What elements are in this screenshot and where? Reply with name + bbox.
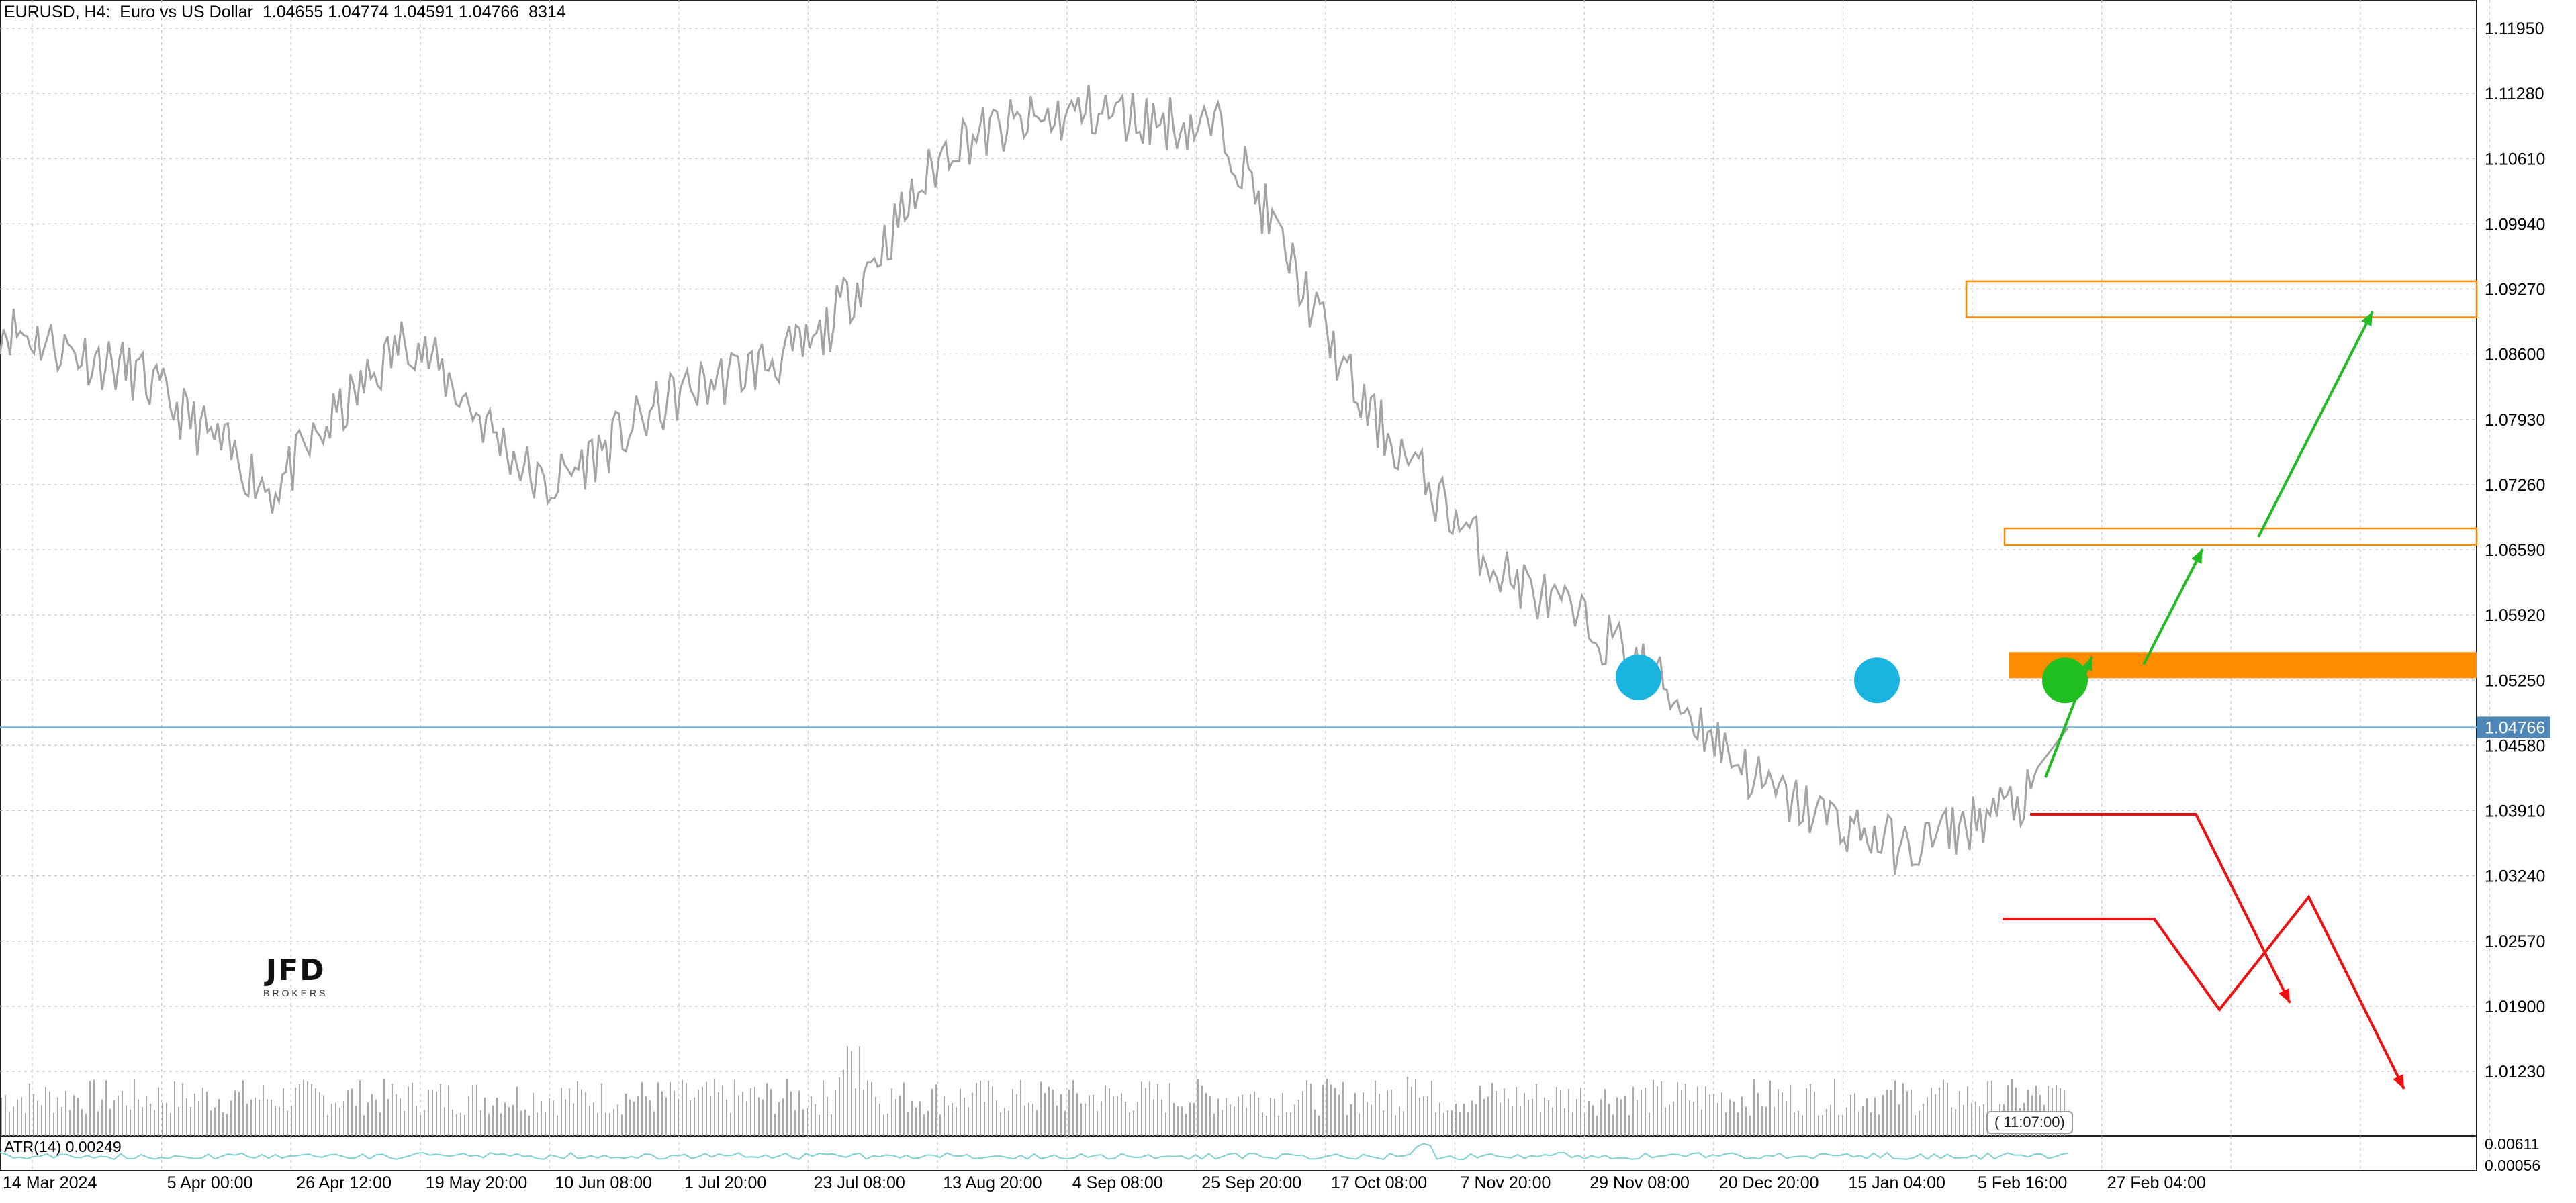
price-tick-label: 1.10610 — [2485, 150, 2545, 169]
zone-outline — [2003, 527, 2478, 546]
bid-price-label: 1.04766 — [2485, 718, 2545, 737]
down-arrow-1-line — [2030, 813, 2291, 1004]
up-arrow-3-line — [2257, 311, 2374, 538]
symbol-label: EURUSD — [4, 3, 75, 21]
entry-marker — [2042, 657, 2088, 704]
time-tick-label: 29 Nov 08:00 — [1590, 1173, 1690, 1192]
time-tick-label: 17 Oct 08:00 — [1331, 1173, 1427, 1192]
price-tick-label: 1.09940 — [2485, 215, 2545, 234]
logo-subtitle: BROKERS — [263, 988, 328, 998]
price-tick-label: 1.06590 — [2485, 541, 2545, 560]
price-tick-label: 1.11950 — [2485, 19, 2544, 38]
bid-price-tag — [2477, 716, 2550, 738]
price-tick-label: 1.11280 — [2485, 85, 2544, 103]
time-tick-label: 5 Apr 00:00 — [167, 1173, 253, 1192]
atr-indicator: ATR(14) 0.00249 0.00611 0.00056 — [0, 1135, 2540, 1174]
price-tick-label: 1.03240 — [2485, 867, 2545, 886]
atr-scale-label: 0.00611 — [2485, 1135, 2539, 1153]
volume-histogram — [1, 1046, 2065, 1136]
down-arrow-1-head — [2279, 988, 2290, 1003]
price-tick-label: 1.09270 — [2485, 281, 2545, 299]
broker-logo: JFD BROKERS — [263, 953, 328, 998]
time-tick-label: 19 May 20:00 — [426, 1173, 528, 1192]
time-tick-label: 14 Mar 2024 — [3, 1173, 97, 1192]
time-tick-label: 10 Jun 08:00 — [555, 1173, 652, 1192]
swing-marker — [1616, 654, 1661, 700]
ohlc-values: 1.04655 1.04774 1.04591 1.04766 — [262, 3, 520, 21]
price-tick-label: 1.01230 — [2485, 1063, 2545, 1081]
up-arrow-2-head — [2191, 549, 2203, 564]
price-tick-label: 1.02570 — [2485, 932, 2545, 951]
time-tick-label: 26 Apr 12:00 — [296, 1173, 392, 1192]
zone-outline — [1965, 280, 2478, 318]
time-tick-label: 27 Feb 04:00 — [2107, 1173, 2206, 1192]
bar-count: 8314 — [528, 3, 566, 21]
atr-line — [0, 1143, 2069, 1161]
down-arrow-2-head — [2393, 1074, 2404, 1089]
up-arrow-3 — [2257, 311, 2374, 538]
up-arrow-3-head — [2361, 311, 2373, 326]
time-tick-label: 25 Sep 20:00 — [1201, 1173, 1301, 1192]
time-tick-label: 15 Jan 04:00 — [1848, 1173, 1945, 1192]
price-line — [0, 85, 2070, 875]
logo-mark: JFD — [265, 953, 326, 988]
price-tick-label: 1.04580 — [2485, 736, 2545, 755]
up-arrow-1-line — [2044, 656, 2093, 778]
down-arrow-1 — [2030, 813, 2291, 1004]
down-arrow-2-line — [2003, 894, 2405, 1090]
time-tick-label: 20 Dec 20:00 — [1719, 1173, 1819, 1192]
chart-frame — [0, 0, 2477, 1171]
price-tick-label: 1.05250 — [2485, 671, 2545, 690]
time-tick-label: 4 Sep 08:00 — [1072, 1173, 1163, 1192]
description-label: Euro vs US Dollar — [120, 3, 253, 21]
up-arrow-2 — [2142, 548, 2204, 665]
price-tick-label: 1.03910 — [2485, 802, 2545, 821]
chart-header: EURUSD, H4: Euro vs US Dollar 1.04655 1.… — [4, 3, 566, 21]
price-tick-label: 1.07930 — [2485, 411, 2545, 430]
price-tick-label: 1.01900 — [2485, 998, 2545, 1016]
time-tick-label: 5 Feb 16:00 — [1978, 1173, 2067, 1192]
price-tick-label: 1.08600 — [2485, 346, 2545, 365]
down-arrow-2 — [2003, 894, 2405, 1090]
time-tick-label: 1 Jul 20:00 — [684, 1173, 766, 1192]
up-arrow-2-line — [2142, 548, 2204, 665]
time-tick-label: 13 Aug 20:00 — [943, 1173, 1042, 1192]
up-arrow-1 — [2044, 656, 2093, 778]
time-tick-label: 7 Nov 20:00 — [1461, 1173, 1551, 1192]
price-tick-label: 1.05920 — [2485, 606, 2545, 625]
price-tick-label: 1.07260 — [2485, 476, 2545, 495]
swing-marker — [1854, 657, 1900, 704]
countdown-badge: ( 11:07:00) — [1986, 1111, 2073, 1134]
time-tick-label: 23 Jul 08:00 — [814, 1173, 905, 1192]
atr-label: ATR(14) 0.00249 — [4, 1138, 122, 1155]
up-arrow-1-head — [2081, 657, 2092, 671]
timeframe-label: H4: — [84, 3, 111, 21]
grid-lines — [0, 0, 2490, 1171]
atr-scale-label: 0.00056 — [2485, 1157, 2540, 1174]
